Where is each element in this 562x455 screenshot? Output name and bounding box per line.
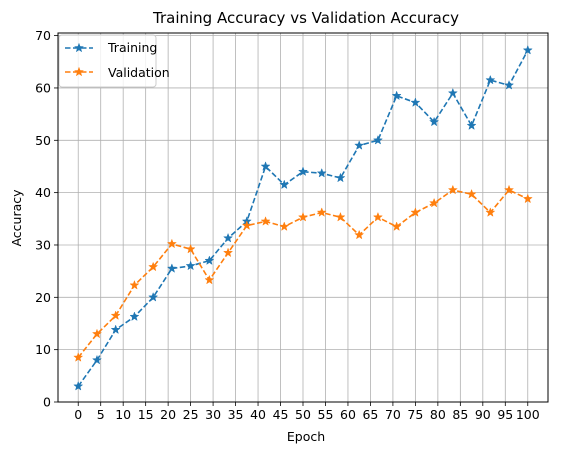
x-tick-label: 40 xyxy=(250,407,266,422)
x-tick-label: 25 xyxy=(183,407,199,422)
x-tick-label: 15 xyxy=(138,407,154,422)
x-axis-ticks: 0 5 10 15 20 25 30 35 40 45 50 55 60 65 70 75 80 85 90 95 10… xyxy=(74,402,540,422)
x-tick-label: 95 xyxy=(497,407,513,422)
data-point-validation xyxy=(241,220,252,230)
x-axis-label: Epoch xyxy=(287,429,325,444)
data-point-training xyxy=(73,380,84,391)
x-tick-label: 10 xyxy=(115,407,131,422)
data-point-validation xyxy=(260,216,271,226)
chart-title: Training Accuracy vs Validation Accuracy xyxy=(152,9,459,27)
legend: Training Validation xyxy=(58,34,170,88)
x-tick-label: 20 xyxy=(160,407,176,422)
x-tick-label: 60 xyxy=(340,407,356,422)
data-point-training xyxy=(391,90,402,101)
x-tick-label: 85 xyxy=(452,407,468,422)
data-point-validation xyxy=(297,211,309,222)
x-tick-label: 30 xyxy=(205,407,221,422)
data-point-training xyxy=(372,134,384,145)
data-point-training xyxy=(316,167,327,178)
x-tick-label: 75 xyxy=(407,407,423,422)
data-point-training xyxy=(222,232,234,243)
data-point-validation xyxy=(91,328,103,339)
data-point-training xyxy=(447,87,458,98)
legend-entry-training: Training xyxy=(65,40,157,55)
data-point-training xyxy=(503,80,515,90)
data-point-training xyxy=(297,166,309,177)
data-point-training xyxy=(204,255,215,265)
data-point-validation xyxy=(148,261,159,272)
data-point-validation xyxy=(503,184,515,195)
data-point-validation xyxy=(279,221,290,231)
data-point-validation xyxy=(485,207,496,217)
data-point-training xyxy=(522,44,533,55)
data-point-validation xyxy=(110,310,121,320)
data-point-training xyxy=(279,179,290,190)
data-point-validation xyxy=(447,184,458,195)
data-point-training xyxy=(148,291,159,302)
data-point-validation xyxy=(316,207,327,217)
data-point-validation xyxy=(354,229,365,240)
y-tick-label: 10 xyxy=(35,342,51,357)
data-point-training xyxy=(335,172,346,183)
data-point-validation xyxy=(429,197,440,208)
x-tick-label: 80 xyxy=(430,407,446,422)
data-point-validation xyxy=(73,352,84,362)
data-point-validation xyxy=(410,207,421,217)
data-point-training xyxy=(129,311,140,322)
plot-frame xyxy=(57,32,549,403)
legend-marker-validation xyxy=(73,66,85,77)
y-tick-label: 0 xyxy=(43,395,51,410)
data-point-training xyxy=(260,161,271,171)
x-tick-label: 90 xyxy=(475,407,491,422)
y-tick-label: 50 xyxy=(35,133,51,148)
x-tick-label: 0 xyxy=(74,407,82,422)
data-point-validation xyxy=(466,188,477,199)
y-tick-label: 70 xyxy=(35,28,51,43)
data-point-training xyxy=(110,324,121,335)
data-point-training xyxy=(466,120,477,130)
data-point-training xyxy=(91,354,103,365)
x-tick-label: 5 xyxy=(97,407,105,422)
legend-marker-training xyxy=(73,42,85,53)
y-tick-label: 40 xyxy=(35,185,51,200)
data-point-training xyxy=(485,74,496,85)
data-point-training xyxy=(410,97,421,107)
data-point-validation xyxy=(185,243,196,254)
x-tick-label: 65 xyxy=(362,407,378,422)
series-training xyxy=(73,44,533,391)
legend-label-training: Training xyxy=(107,40,157,55)
data-point-training xyxy=(185,260,196,271)
x-tick-label: 50 xyxy=(295,407,311,422)
data-point-validation xyxy=(129,279,140,290)
data-point-training xyxy=(354,140,365,150)
data-point-validation xyxy=(372,211,384,222)
legend-entry-validation: Validation xyxy=(65,65,170,80)
data-series xyxy=(73,44,533,391)
data-point-validation xyxy=(204,274,215,285)
data-point-training xyxy=(429,116,440,127)
y-tick-label: 60 xyxy=(35,80,51,95)
x-tick-label: 55 xyxy=(318,407,334,422)
data-point-validation xyxy=(522,193,533,204)
data-point-validation xyxy=(166,238,177,249)
x-tick-label: 100 xyxy=(516,407,540,422)
y-axis-label: Accuracy xyxy=(9,189,24,247)
y-tick-label: 30 xyxy=(35,237,51,252)
x-tick-label: 45 xyxy=(273,407,289,422)
y-tick-label: 20 xyxy=(35,290,51,305)
legend-label-validation: Validation xyxy=(108,65,170,80)
data-point-validation xyxy=(222,247,234,258)
x-tick-label: 35 xyxy=(228,407,244,422)
data-point-validation xyxy=(391,221,402,231)
data-point-training xyxy=(166,263,177,273)
data-point-validation xyxy=(335,211,346,222)
x-tick-label: 70 xyxy=(385,407,401,422)
y-axis-ticks: 0 10 20 30 40 50 60 70 xyxy=(35,28,58,410)
series-validation xyxy=(73,184,533,362)
